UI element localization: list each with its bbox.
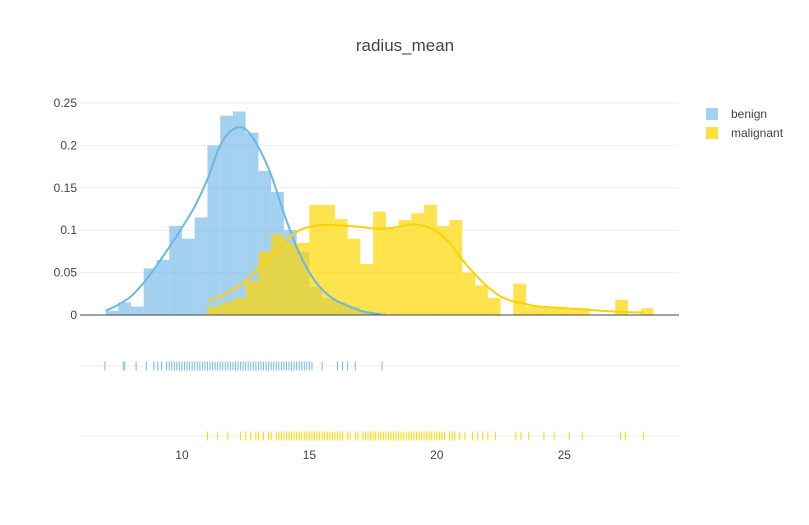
histogram-bar-malignant[interactable]	[487, 298, 501, 315]
histogram-bar-malignant[interactable]	[232, 298, 246, 315]
chart-title: radius_mean	[356, 36, 454, 55]
y-tick-label: 0.2	[60, 138, 77, 152]
histogram-bar-malignant[interactable]	[449, 220, 463, 315]
rug-plots	[104, 361, 644, 441]
histogram-bars	[105, 111, 654, 315]
y-tick-label: 0.05	[54, 266, 78, 280]
histogram-bar-benign[interactable]	[118, 302, 131, 315]
histogram-bar-benign[interactable]	[220, 115, 233, 315]
histogram-bar-benign[interactable]	[232, 111, 246, 315]
y-axis-ticks: 0 0.05 0.1 0.15 0.2 0.25	[54, 96, 78, 322]
legend-swatch-benign[interactable]	[706, 108, 718, 120]
y-tick-label: 0.25	[54, 96, 78, 110]
kde-curve-benign[interactable]	[105, 126, 381, 316]
histogram-bar-malignant[interactable]	[564, 308, 578, 315]
histogram-bar-malignant[interactable]	[526, 306, 539, 315]
legend-swatch-malignant[interactable]	[706, 127, 718, 139]
histogram-bar-malignant[interactable]	[436, 225, 450, 315]
histogram-bar-benign[interactable]	[105, 310, 119, 315]
kde-curve-malignant[interactable]	[207, 223, 644, 314]
histogram-bar-malignant[interactable]	[424, 204, 437, 315]
histogram-bar-malignant[interactable]	[640, 308, 654, 315]
histogram-bar-malignant[interactable]	[398, 220, 412, 315]
histogram-bar-malignant[interactable]	[577, 308, 590, 315]
x-tick-label: 15	[303, 448, 317, 462]
x-tick-label: 25	[558, 448, 572, 462]
histogram-bar-malignant[interactable]	[385, 228, 399, 315]
histogram-bar-benign[interactable]	[207, 145, 221, 315]
histogram-bar-benign[interactable]	[245, 132, 259, 315]
histogram-bar-benign[interactable]	[194, 217, 208, 315]
kde-curves	[105, 126, 644, 316]
y-tick-label: 0.15	[54, 181, 78, 195]
histogram-bar-malignant[interactable]	[258, 251, 272, 315]
histogram-bar-benign[interactable]	[169, 225, 182, 315]
y-tick-label: 0	[70, 308, 77, 322]
x-tick-label: 20	[430, 448, 444, 462]
histogram-bar-malignant[interactable]	[538, 306, 552, 315]
legend-label-benign[interactable]: benign	[731, 107, 767, 121]
histogram-bar-benign[interactable]	[181, 238, 195, 315]
histogram-bar-malignant[interactable]	[271, 234, 284, 315]
legend-label-malignant[interactable]: malignant	[731, 126, 784, 140]
histogram-bar-malignant[interactable]	[462, 272, 476, 315]
histogram-bar-benign[interactable]	[130, 306, 144, 315]
histogram-bar-malignant[interactable]	[220, 302, 233, 315]
histogram-bar-malignant[interactable]	[334, 219, 348, 315]
histogram-bar-malignant[interactable]	[411, 213, 425, 315]
histogram-bar-malignant[interactable]	[551, 308, 565, 315]
histogram-bar-malignant[interactable]	[207, 306, 221, 315]
histogram-bar-malignant[interactable]	[513, 283, 527, 315]
histogram-bar-malignant[interactable]	[322, 204, 335, 315]
histogram-bar-benign[interactable]	[156, 259, 170, 315]
histogram-bar-malignant[interactable]	[347, 238, 361, 315]
x-tick-label: 10	[175, 448, 189, 462]
legend: benign malignant	[706, 107, 784, 140]
histogram-bar-malignant[interactable]	[245, 281, 259, 315]
histogram-bar-malignant[interactable]	[283, 242, 297, 315]
histogram-bar-malignant[interactable]	[309, 204, 323, 315]
histogram-bar-malignant[interactable]	[360, 264, 374, 315]
y-tick-label: 0.1	[60, 223, 77, 237]
x-axis-ticks: 10 15 20 25	[175, 448, 571, 462]
histogram-bar-malignant[interactable]	[296, 242, 310, 315]
histogram-bar-malignant[interactable]	[475, 285, 488, 315]
histogram-bar-malignant[interactable]	[373, 211, 386, 315]
